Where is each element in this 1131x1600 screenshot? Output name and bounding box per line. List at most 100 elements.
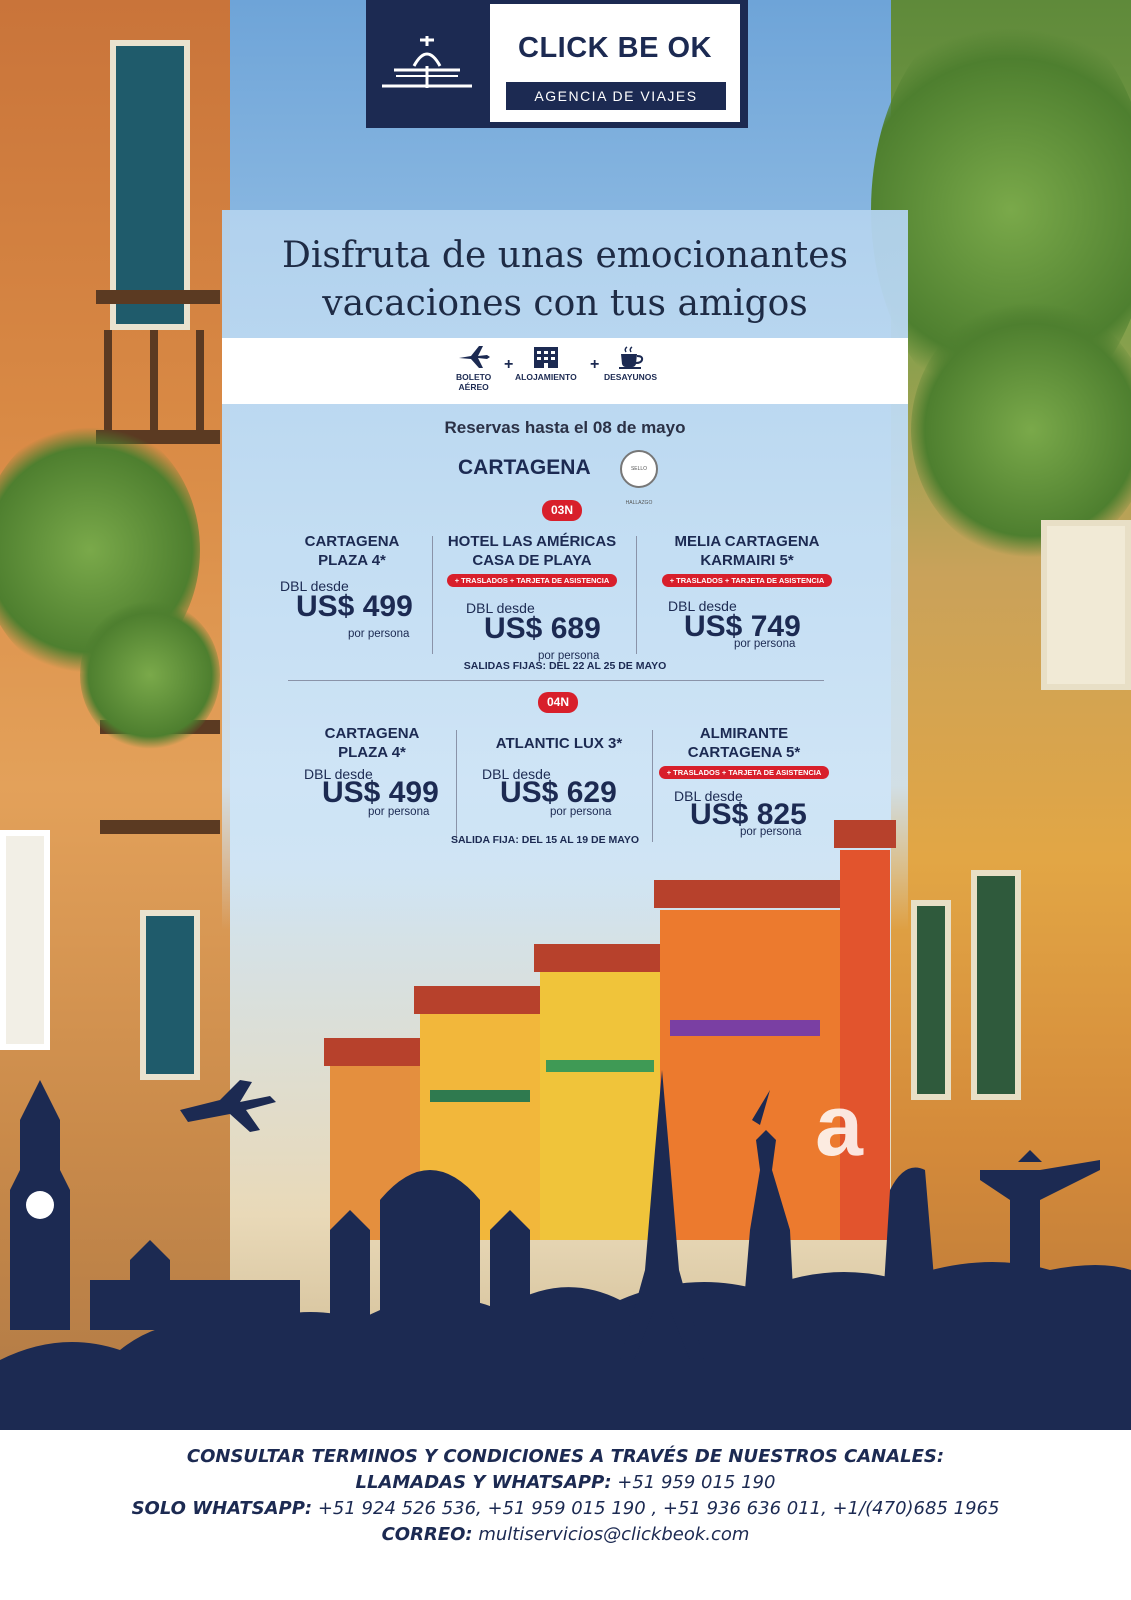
contact-footer: CONSULTAR TERMINOS Y CONDICIONES A TRAVÉ… [0, 1430, 1131, 1600]
tree-foliage [911, 300, 1131, 560]
divider [636, 536, 637, 654]
whatsapp-label: SOLO WHATSAPP: [131, 1498, 313, 1519]
per-person: por persona [368, 806, 430, 818]
hotel-option: ALMIRANTE CARTAGENA 5* + TRASLADOS + TAR… [646, 724, 842, 780]
divider [652, 730, 653, 842]
plant [80, 600, 220, 750]
whatsapp-numbers[interactable]: +51 924 526 536, +51 959 015 190 , +51 9… [312, 1498, 1000, 1519]
hotel-option: HOTEL LAS AMÉRICAS CASA DE PLAYA + TRASL… [427, 532, 637, 588]
nights-badge-3n: 03N [542, 500, 582, 521]
price: US$ 749 [684, 610, 801, 643]
leaning-tower-icon [880, 1167, 940, 1350]
logo-text-panel: CLICK BE OK AGENCIA DE VIAJES [490, 4, 740, 122]
destination-city: CARTAGENA [458, 456, 591, 479]
house [834, 820, 896, 1240]
window [971, 870, 1021, 1100]
nights-badge-4n: 04N [538, 692, 578, 713]
service-label: ALOJAMIENTO [515, 372, 577, 382]
room-type: DBL desde [466, 600, 535, 616]
logo-subtitle: AGENCIA DE VIAJES [506, 82, 726, 110]
statue-of-liberty-icon [740, 1090, 796, 1350]
separator [288, 680, 824, 681]
balcony [430, 1090, 530, 1102]
service-hotel: ALOJAMIENTO [515, 344, 577, 382]
world-landmarks-skyline [0, 1070, 1131, 1430]
price: US$ 689 [484, 612, 601, 645]
roof [654, 880, 846, 908]
service-breakfast: DESAYUNOS [604, 344, 657, 382]
headline: Disfruta de unas emocionantes vacaciones… [222, 232, 908, 328]
per-person: por persona [740, 826, 802, 838]
window [110, 40, 190, 330]
city-clouds-base-icon [0, 1262, 1131, 1430]
hotel-name: CARTAGENA [304, 533, 400, 550]
hotel-name: HOTEL LAS AMÉRICAS [447, 533, 617, 550]
phone-line: LLAMADAS Y WHATSAPP: +51 959 015 190 [0, 1472, 1131, 1493]
plus-sign: + [504, 356, 514, 373]
hotel-name: CARTAGENA 5* [687, 744, 801, 761]
house [534, 944, 666, 1240]
watermark-logo: a [815, 1078, 863, 1174]
extras-tag: + TRASLADOS + TARJETA DE ASISTENCIA [446, 574, 618, 587]
email-link[interactable]: multiservicios@clickbeok.com [472, 1524, 750, 1545]
roof [534, 944, 666, 972]
house [654, 880, 846, 1240]
roof [414, 986, 546, 1014]
right-building-scenery [871, 0, 1131, 1430]
reservation-deadline: Reservas hasta el 08 de mayo [444, 418, 686, 437]
balcony [100, 820, 220, 834]
service-label: BOLETO [456, 372, 492, 382]
clock-face-icon [26, 1191, 54, 1219]
room-type: DBL desde [304, 766, 373, 782]
balcony [670, 1020, 820, 1036]
hotel-icon [533, 347, 558, 368]
hotel-name: PLAZA 4* [338, 744, 406, 761]
headline-line-1: Disfruta de unas emocionantes [281, 235, 849, 276]
hotel-name: CARTAGENA [324, 725, 420, 742]
eiffel-tower-icon [620, 1070, 704, 1360]
arch-building-icon [90, 1240, 300, 1330]
window [911, 900, 951, 1100]
departure-dates: SALIDA FIJA: DEL 15 AL 19 DE MAYO [450, 834, 640, 846]
departure-dates: SALIDAS FIJAS: DEL 22 AL 25 DE MAYO [463, 660, 667, 672]
email-line: CORREO: multiservicios@clickbeok.com [0, 1524, 1131, 1545]
awning [1041, 520, 1131, 690]
per-person: por persona [348, 628, 410, 640]
service-flight: BOLETO AÉREO [456, 344, 491, 392]
price: US$ 629 [500, 776, 617, 809]
plane-logo-icon [382, 36, 472, 88]
room-type: DBL desde [280, 578, 349, 594]
whatsapp-line: SOLO WHATSAPP: +51 924 526 536, +51 959 … [0, 1498, 1131, 1519]
service-label: AÉREO [458, 382, 489, 392]
travel-poster: CLICK BE OK AGENCIA DE VIAJES Disfruta d… [0, 0, 1131, 1430]
room-type: DBL desde [674, 788, 743, 804]
per-person: por persona [550, 806, 612, 818]
roof [834, 820, 896, 848]
room-type: DBL desde [668, 598, 737, 614]
hotel-name: ALMIRANTE [699, 725, 789, 742]
offer-card: Disfruta de unas emocionantes vacaciones… [222, 210, 908, 930]
roof [324, 1038, 426, 1066]
hotel-option: ATLANTIC LUX 3* [454, 734, 664, 753]
phone-number[interactable]: +51 959 015 190 [611, 1472, 776, 1493]
hotel-name: MELIA CARTAGENA [674, 533, 820, 550]
balcony-post [196, 330, 204, 430]
divider [456, 730, 457, 842]
included-services-bar: BOLETO AÉREO + ALOJAMIENTO + [222, 338, 908, 404]
hotel-name: ATLANTIC LUX 3* [495, 735, 623, 752]
christ-redeemer-icon [980, 1150, 1100, 1350]
balcony-post [150, 330, 158, 430]
price: US$ 499 [296, 590, 413, 623]
logo-title: CLICK BE OK [518, 32, 712, 64]
price: US$ 825 [690, 798, 807, 831]
balcony-post [104, 330, 112, 430]
flying-plane-icon [180, 1080, 276, 1132]
hotel-name: PLAZA 4* [318, 552, 386, 569]
brand-logo: CLICK BE OK AGENCIA DE VIAJES [366, 0, 748, 128]
taj-mahal-icon [330, 1170, 530, 1330]
hotel-name: CASA DE PLAYA [472, 552, 592, 569]
plus-sign: + [590, 356, 600, 373]
window [0, 830, 50, 1050]
balcony [96, 290, 220, 304]
phone-label: LLAMADAS Y WHATSAPP: [355, 1472, 612, 1493]
